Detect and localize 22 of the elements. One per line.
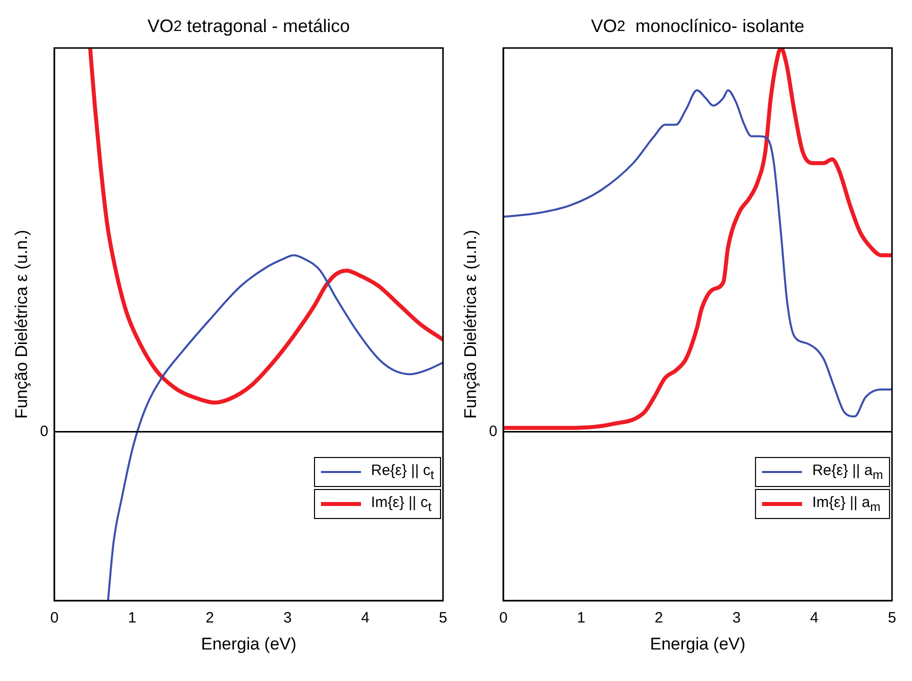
- x-tick-label: 5: [888, 610, 896, 627]
- legend-label: Re{ε} || a$_{m}$: [812, 462, 883, 482]
- x-tick-label: 1: [576, 610, 586, 627]
- legend-label: Re{ε} || c$_{t}$: [371, 462, 434, 482]
- x-tick-label: 4: [361, 610, 370, 627]
- x-tick-label: 0: [499, 610, 508, 627]
- x-tick-label: 2: [206, 610, 214, 627]
- x-axis-title: Energia (eV): [200, 634, 296, 654]
- legend-label: Im{ε} || a$_{m}$: [812, 494, 880, 514]
- x-axis-title: Energia (eV): [650, 634, 746, 654]
- x-tick-label: 5: [438, 610, 448, 627]
- ref-line-label: 0: [40, 422, 48, 440]
- x-tick-label: 3: [283, 610, 292, 627]
- x-tick-label: 4: [810, 610, 818, 627]
- y-axis-title: Função Dielétrica ε (u.n.): [12, 230, 31, 419]
- x-tick-label: 2: [654, 610, 664, 627]
- x-tick-label: 0: [50, 610, 59, 627]
- legend-label: Im{ε} || c$_{t}$: [371, 494, 432, 514]
- x-tick-label: 3: [732, 610, 741, 627]
- ref-line-label: 0: [489, 422, 498, 440]
- x-tick-label: 1: [128, 610, 136, 627]
- y-axis-title: Função Dielétrica ε (u.n.): [460, 230, 480, 419]
